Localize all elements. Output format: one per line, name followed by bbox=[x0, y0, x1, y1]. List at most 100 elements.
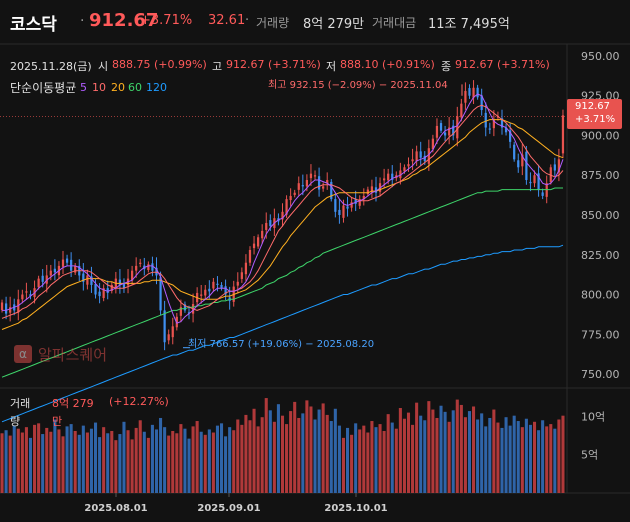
volume-bar bbox=[142, 431, 146, 493]
tag-price: 912.67 bbox=[575, 101, 610, 112]
volume-bar bbox=[557, 419, 561, 493]
volume-bar bbox=[146, 437, 150, 493]
candle-body bbox=[139, 262, 142, 264]
volume-bar bbox=[175, 433, 179, 493]
ma-10-label[interactable]: 10 bbox=[92, 81, 106, 94]
ma-20-label[interactable]: 20 bbox=[111, 81, 125, 94]
ma120-line bbox=[1, 244, 564, 423]
ma-legend-title: 단순이동평균 bbox=[10, 81, 77, 95]
candle-body bbox=[147, 264, 150, 271]
volume-bar bbox=[386, 414, 390, 493]
ma-120-label[interactable]: 120 bbox=[146, 81, 167, 94]
candle-body bbox=[460, 103, 463, 118]
volume-bar bbox=[268, 410, 272, 493]
candle-body bbox=[171, 326, 174, 338]
candle-body bbox=[553, 164, 556, 171]
volume-bar bbox=[37, 423, 41, 493]
candle-body bbox=[391, 173, 394, 181]
volume-bar bbox=[61, 436, 65, 493]
volume-bar bbox=[81, 425, 85, 493]
volume-bar bbox=[0, 433, 4, 493]
volume-bar bbox=[402, 418, 406, 493]
ma10-line bbox=[1, 104, 564, 319]
volume-bar bbox=[325, 414, 329, 493]
y-tick-label: 900.00 bbox=[581, 129, 620, 142]
volume-bar bbox=[45, 427, 49, 493]
volume-bar bbox=[378, 424, 382, 493]
volume-bar bbox=[130, 439, 134, 493]
candle-body bbox=[21, 294, 24, 300]
volume-bar bbox=[411, 424, 415, 493]
candle-body bbox=[179, 307, 182, 316]
candle-body bbox=[256, 237, 260, 247]
volume-bar bbox=[211, 432, 215, 493]
volume-bar bbox=[362, 425, 366, 493]
candle-body bbox=[435, 125, 439, 138]
volume-separator: · bbox=[245, 13, 250, 28]
candle-body bbox=[70, 259, 73, 271]
candle-body bbox=[86, 275, 89, 285]
volume-bar bbox=[508, 425, 512, 493]
volume-bar bbox=[69, 424, 73, 493]
volume-bar bbox=[370, 421, 374, 493]
candle-body bbox=[472, 87, 475, 98]
candle-body bbox=[476, 87, 479, 98]
candle-body bbox=[37, 278, 40, 288]
candle-body bbox=[383, 178, 386, 181]
volume-bar bbox=[496, 422, 500, 493]
ma60-line bbox=[1, 187, 563, 378]
candle-body bbox=[504, 127, 508, 133]
candle-body bbox=[118, 279, 122, 285]
volume-bar bbox=[187, 438, 191, 493]
y-tick-label: 775.00 bbox=[581, 328, 620, 341]
index-name[interactable]: 코스닥 bbox=[10, 15, 57, 35]
candle-body bbox=[151, 263, 154, 271]
volume-bar bbox=[423, 420, 427, 493]
candle-body bbox=[305, 180, 309, 187]
volume-bar bbox=[276, 404, 280, 493]
candle-body bbox=[65, 258, 69, 263]
candle-body bbox=[354, 199, 357, 204]
ma-60-label[interactable]: 60 bbox=[128, 81, 142, 94]
volume-bar bbox=[341, 437, 346, 493]
volume-bar bbox=[463, 417, 467, 493]
candle-body bbox=[342, 205, 345, 218]
candle-body bbox=[94, 284, 97, 295]
volume-bar bbox=[199, 431, 203, 493]
volume-tick-label: 10억 bbox=[581, 410, 605, 423]
low-label: 저 bbox=[326, 60, 337, 73]
volume-bar bbox=[53, 419, 57, 493]
volume-bar bbox=[337, 425, 341, 493]
candle-body bbox=[366, 189, 369, 195]
volume-bar bbox=[439, 405, 443, 493]
volume-bar bbox=[159, 417, 163, 493]
volume-bar bbox=[476, 419, 480, 493]
low-annotation: 최저 766.57 (+19.06%) − 2025.08.20 bbox=[188, 339, 375, 350]
candle-body bbox=[561, 115, 565, 154]
volume-bar bbox=[549, 424, 553, 493]
volume-bar bbox=[150, 424, 154, 493]
volume-bar bbox=[224, 436, 228, 493]
change-percent: +3.71% bbox=[140, 13, 193, 28]
volume-bar bbox=[98, 437, 102, 493]
volume-bar bbox=[12, 425, 16, 493]
candle-body bbox=[419, 151, 422, 158]
volume-bar bbox=[106, 433, 110, 493]
candle-body bbox=[212, 281, 215, 289]
volume-bar bbox=[382, 430, 386, 493]
candle-body bbox=[358, 199, 361, 206]
volume-bar bbox=[289, 411, 293, 493]
open-label: 시 bbox=[98, 60, 109, 73]
volume-bar bbox=[167, 435, 171, 493]
candle-body bbox=[484, 112, 487, 128]
candle-body bbox=[224, 286, 227, 295]
candle-body bbox=[533, 175, 536, 184]
volume-bar bbox=[252, 408, 256, 493]
candle-body bbox=[240, 272, 243, 279]
y-tick-label: 800.00 bbox=[581, 289, 620, 302]
ma-5-label[interactable]: 5 bbox=[80, 81, 87, 94]
volume-panel-label: 거래량 bbox=[10, 397, 31, 428]
volume-bar bbox=[264, 398, 268, 493]
trade-value: 11조 7,495억 bbox=[428, 17, 510, 32]
